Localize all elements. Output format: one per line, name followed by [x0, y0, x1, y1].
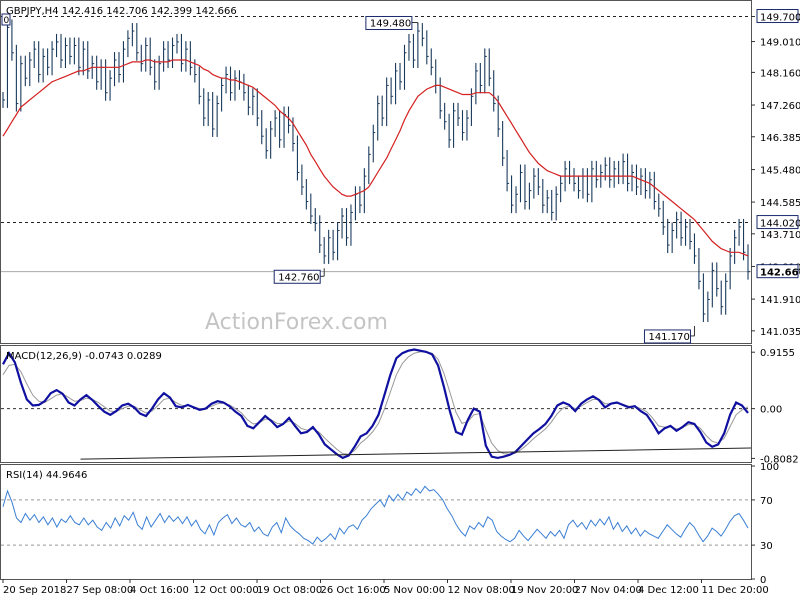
x-tick-label: 12 Nov 08:00 [448, 585, 515, 596]
price-panel-frame [0, 0, 752, 344]
rsi-y-axis: 100 70 30 0 [751, 462, 779, 586]
x-tick-label: 4 Oct 16:00 [130, 585, 189, 596]
price-bars [2, 19, 750, 322]
price-y-tick-label: 148.160 [760, 68, 800, 79]
level-label: 142.666 [760, 268, 800, 279]
macd-line [2, 348, 749, 460]
price-y-tick-label: 145.480 [760, 166, 800, 177]
level-label-box [756, 9, 799, 24]
x-tick-label: 26 Oct 16:00 [321, 585, 386, 596]
watermark: ActionForex.com [205, 310, 388, 335]
rsi-y-tick-label: 0 [760, 575, 766, 586]
price-y-axis: 149.700 149.010 148.160 147.260 146.385 145.4… [751, 9, 800, 338]
annotation-box [365, 15, 413, 30]
rsi-y-tick-label: 100 [760, 462, 779, 473]
macd-panel-title: MACD(12,26,9) -0.0743 0.0289 [6, 351, 162, 362]
price-y-tick-label: 141.035 [760, 327, 800, 338]
rsi-line [2, 485, 749, 545]
annotation-box [273, 269, 321, 284]
x-axis: 20 Sep 2018 27 Sep 08:004 Oct 16:00 12 Oct… [2, 579, 769, 596]
price-panel-title: GBPJPY,H4 142.416 142.706 142.399 142.66… [6, 6, 237, 17]
rsi-y-tick-label: 30 [760, 541, 773, 552]
x-tick-label: 5 Nov 00:00 [384, 585, 445, 596]
x-tick-label: 27 Nov 04:00 [575, 585, 642, 596]
price-y-tick-label: 149.010 [760, 38, 800, 49]
macd-layer [1, 348, 752, 460]
level-label: 149.700 [760, 13, 800, 24]
macd-y-tick-label: 0.9155 [760, 348, 795, 359]
rsi-y-tick-label: 70 [760, 496, 773, 507]
moving-average-layer [2, 59, 749, 257]
macd-trendline [80, 447, 752, 460]
macd-y-axis: 0.9155 0.00 -0.8082 [751, 348, 799, 465]
x-tick-label: 12 Oct 00:00 [194, 585, 259, 596]
corner-badge-box [1, 13, 11, 26]
price-levels [1, 16, 751, 273]
price-y-tick-label: 144.585 [760, 198, 800, 209]
macd-y-tick-label: -0.8082 [760, 454, 799, 465]
moving-average-line [2, 59, 749, 257]
annotation-box [643, 329, 691, 344]
price-y-tick-label: 143.710 [760, 230, 800, 241]
macd-panel-frame [0, 345, 752, 463]
level-label-box [756, 215, 799, 230]
rsi-panel-title: RSI(14) 44.9646 [6, 470, 87, 481]
price-annotations: 149.480 142.760 141.170 [273, 15, 695, 344]
x-tick-label: 19 Oct 08:00 [257, 585, 322, 596]
rsi-layer [1, 485, 751, 546]
corner-badge: 0 [4, 16, 10, 26]
x-tick-label: 11 Dec 20:00 [702, 585, 769, 596]
rsi-panel-frame [0, 464, 752, 580]
x-tick-label: 27 Sep 08:00 [67, 585, 134, 596]
annotation-label: 142.760 [278, 272, 319, 283]
price-y-tick-label: 146.385 [760, 133, 800, 144]
annotation-label: 149.480 [370, 18, 411, 29]
x-tick-label: 20 Sep 2018 [3, 585, 66, 596]
annotation-label: 141.170 [648, 332, 689, 343]
macd-y-tick-label: 0.00 [760, 405, 782, 416]
level-label: 144.020 [760, 219, 800, 230]
x-tick-label: 19 Nov 20:00 [511, 585, 578, 596]
price-y-tick-label: 147.260 [760, 101, 800, 112]
price-y-tick-label: 141.910 [760, 295, 800, 306]
x-tick-label: 4 Dec 12:00 [638, 585, 699, 596]
macd-signal-line [2, 351, 749, 455]
level-label-box [756, 264, 799, 279]
